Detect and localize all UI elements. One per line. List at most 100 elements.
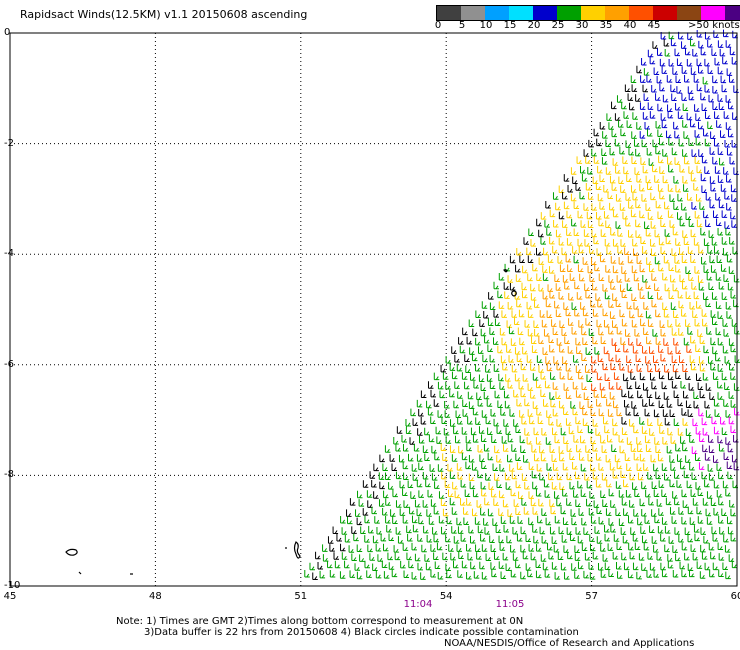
- wind-barb: [605, 508, 612, 516]
- longitude-label: 60: [730, 591, 740, 602]
- wind-barb: [419, 435, 425, 444]
- wind-barb: [606, 398, 612, 407]
- wind-barb: [617, 229, 623, 237]
- wind-barb: [471, 508, 478, 517]
- wind-barb: [635, 200, 641, 209]
- wind-barb: [460, 480, 467, 488]
- wind-barb: [609, 311, 616, 319]
- wind-barb: [636, 122, 642, 130]
- wind-barb: [592, 551, 599, 560]
- wind-barb: [587, 220, 594, 228]
- wind-barb: [729, 156, 736, 165]
- wind-barb: [658, 371, 665, 380]
- wind-barb: [727, 282, 734, 291]
- wind-barb: [587, 166, 593, 175]
- wind-barb: [532, 263, 538, 272]
- wind-barb: [725, 95, 732, 103]
- wind-barb: [536, 218, 542, 227]
- wind-barb: [649, 56, 656, 65]
- wind-barb: [572, 176, 578, 184]
- wind-barb: [524, 481, 530, 490]
- wind-barb: [515, 453, 521, 461]
- wind-barb: [487, 427, 493, 435]
- colorbar-label: 35: [599, 20, 613, 31]
- wind-barb: [685, 266, 691, 274]
- wind-barb: [659, 166, 665, 174]
- wind-barb: [651, 481, 658, 490]
- wind-barb: [570, 509, 577, 517]
- wind-barb: [503, 525, 510, 533]
- wind-barb: [520, 445, 526, 454]
- wind-barb: [649, 372, 656, 381]
- wind-barb: [598, 463, 604, 471]
- wind-barb: [602, 131, 608, 139]
- wind-barb: [511, 364, 518, 373]
- note-line-1: Note: 1) Times are GMT 2)Times along bot…: [116, 616, 524, 627]
- wind-barb: [592, 282, 598, 291]
- wind-barb: [562, 191, 568, 200]
- wind-barb: [548, 335, 554, 344]
- wind-barb: [527, 255, 534, 263]
- wind-barb: [707, 464, 714, 472]
- wind-barb: [676, 454, 683, 462]
- wind-barb: [704, 400, 710, 409]
- wind-barb: [599, 254, 606, 263]
- wind-barb: [596, 212, 602, 220]
- wind-barb: [475, 363, 481, 372]
- wind-barb: [706, 327, 712, 335]
- wind-barb: [436, 436, 442, 444]
- wind-barb: [688, 383, 695, 391]
- wind-barb: [369, 553, 375, 561]
- wind-barb: [670, 84, 676, 93]
- wind-barb: [507, 434, 514, 443]
- wind-barb: [577, 238, 584, 247]
- wind-barb: [597, 562, 604, 571]
- wind-barb: [479, 454, 485, 463]
- wind-barb: [610, 256, 617, 264]
- wind-barb: [610, 525, 616, 533]
- wind-barb: [503, 390, 510, 399]
- wind-barb: [571, 563, 577, 571]
- wind-barb: [499, 382, 505, 390]
- wind-barb: [643, 302, 649, 310]
- wind-barb: [623, 479, 629, 488]
- wind-barb: [645, 281, 652, 290]
- wind-barb: [694, 211, 701, 219]
- wind-barb: [481, 301, 488, 309]
- wind-barb: [675, 264, 681, 273]
- wind-barb: [578, 508, 585, 516]
- wind-barb: [683, 470, 690, 479]
- wind-barb: [375, 543, 382, 552]
- wind-barb: [682, 443, 688, 452]
- wind-barb: [456, 363, 463, 372]
- wind-barb: [717, 392, 724, 400]
- wind-barb: [674, 48, 681, 57]
- wind-barb: [631, 293, 637, 301]
- wind-barb: [431, 445, 437, 454]
- wind-barb: [479, 561, 485, 570]
- wind-barb: [623, 508, 629, 516]
- wind-barb: [355, 509, 361, 517]
- wind-barb: [601, 445, 608, 453]
- wind-barb: [555, 309, 562, 318]
- wind-barb: [629, 551, 636, 560]
- wind-barb: [584, 365, 591, 373]
- wind-barb: [621, 266, 627, 274]
- wind-barb: [603, 320, 610, 328]
- wind-barb: [671, 248, 677, 256]
- wind-barb: [623, 562, 630, 571]
- wind-barb: [563, 545, 569, 553]
- wind-barb: [675, 443, 681, 452]
- wind-barb: [691, 446, 698, 454]
- wind-barb: [704, 479, 710, 488]
- wind-barb: [620, 337, 626, 345]
- wind-barb: [550, 506, 557, 515]
- wind-barb: [641, 481, 647, 490]
- wind-barb: [565, 308, 572, 317]
- wind-barb: [520, 544, 526, 553]
- wind-barb: [507, 509, 513, 517]
- wind-barb: [608, 488, 615, 497]
- wind-barb: [605, 167, 612, 175]
- wind-barb: [523, 455, 529, 463]
- wind-barb: [718, 471, 724, 480]
